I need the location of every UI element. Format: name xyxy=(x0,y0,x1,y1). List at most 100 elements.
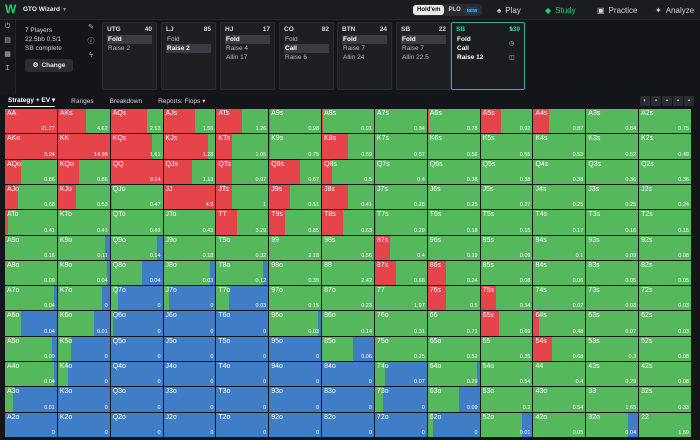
action-option[interactable]: Raise 12 xyxy=(457,54,484,61)
action-option[interactable]: Allin 22.5 xyxy=(402,54,429,61)
hand-cell[interactable]: 54s 0.68 xyxy=(533,336,587,363)
hand-cell[interactable]: A7s 0.84 xyxy=(374,109,428,135)
hand-cell[interactable]: A8s 0.91 xyxy=(322,109,375,135)
hand-cell[interactable]: 52s 0.08 xyxy=(639,336,692,363)
list-view-icon[interactable]: ▪ xyxy=(662,96,672,106)
plo-toggle[interactable]: PLO xyxy=(448,7,461,13)
hand-cell[interactable]: 75s 0.34 xyxy=(480,286,534,312)
hand-cell[interactable]: 99 2.18 xyxy=(269,235,323,261)
bolt-icon[interactable]: ϟ xyxy=(89,52,93,59)
hand-cell[interactable]: J5o 0 xyxy=(163,336,217,363)
hand-cell[interactable]: A3s 0.84 xyxy=(586,109,640,135)
action-option[interactable]: Fold xyxy=(225,35,270,44)
hand-cell[interactable]: J3o 0 xyxy=(163,387,217,413)
hand-cell[interactable]: Q9o 0.14 xyxy=(110,235,164,261)
hand-cell[interactable]: T6o 0 xyxy=(216,311,270,337)
hand-cell[interactable]: 42o 0.05 xyxy=(533,412,587,438)
action-option[interactable]: Fold xyxy=(401,35,446,44)
hand-cell[interactable]: Q8o 0.04 xyxy=(110,260,164,287)
hand-cell[interactable]: J9o 0.18 xyxy=(163,235,217,261)
hand-cell[interactable]: T9s 0.85 xyxy=(269,210,323,236)
gto-wizard-logo-icon[interactable]: W xyxy=(5,2,17,16)
hand-cell[interactable]: 74s 0.07 xyxy=(533,286,587,312)
game-type-switch[interactable]: Hold'em PLO NEW xyxy=(413,4,483,16)
hand-cell[interactable]: T3o 0 xyxy=(216,387,270,413)
hand-cell[interactable]: J4o 0 xyxy=(163,362,217,388)
hand-cell[interactable]: QJo 0.47 xyxy=(110,184,164,211)
hand-cell[interactable]: 63s 0.07 xyxy=(586,311,640,337)
hand-cell[interactable]: 44 0.4 xyxy=(533,362,587,388)
hand-cell[interactable]: 65s 0.69 xyxy=(480,311,534,337)
action-option[interactable]: Allin 24 xyxy=(343,54,365,61)
hand-cell[interactable]: QTo 0.43 xyxy=(110,210,164,236)
nav-study[interactable]: ◆ Study xyxy=(545,5,576,15)
hand-cell[interactable]: Q3s 0.36 xyxy=(586,159,640,185)
hand-cell[interactable]: 86s 0.24 xyxy=(427,260,481,287)
holdem-toggle[interactable]: Hold'em xyxy=(413,5,445,15)
hand-cell[interactable]: 75o 0.25 xyxy=(374,336,428,363)
hand-cell[interactable]: Q4s 0.38 xyxy=(533,159,587,185)
table-icon[interactable]: ▦ xyxy=(4,51,11,58)
chevron-down-icon[interactable]: ▾ xyxy=(63,7,67,13)
hand-cell[interactable]: 32o 0.04 xyxy=(586,412,640,438)
hand-cell[interactable]: 63o 0.09 xyxy=(427,387,481,413)
hand-cell[interactable]: K8o 0.04 xyxy=(57,260,111,287)
hand-cell[interactable]: 53s 0.3 xyxy=(586,336,640,363)
hand-cell[interactable]: K6s 0.56 xyxy=(427,134,481,160)
hand-cell[interactable]: 52o 0.01 xyxy=(480,412,534,438)
hand-cell[interactable]: J6s 0.25 xyxy=(427,184,481,211)
hand-cell[interactable]: T7o 0.03 xyxy=(216,286,270,312)
hand-cell[interactable]: 33 1.65 xyxy=(586,387,640,413)
hand-cell[interactable]: 85s 0.08 xyxy=(480,260,534,287)
hand-cell[interactable]: QJs 1.13 xyxy=(163,159,217,185)
hand-cell[interactable]: A5o 0.09 xyxy=(5,336,58,363)
hand-cell[interactable]: 85o 0.06 xyxy=(322,336,375,363)
hand-cell[interactable]: 82o 0 xyxy=(322,412,375,438)
hand-cell[interactable]: K2o 0 xyxy=(57,412,111,438)
hand-cell[interactable]: 98o 0.35 xyxy=(269,260,323,287)
palette-icon[interactable]: ◐ xyxy=(640,96,650,106)
hand-cell[interactable]: J4s 0.25 xyxy=(533,184,587,211)
power-icon[interactable]: ⏻ xyxy=(4,23,11,30)
hand-cell[interactable]: 87s 0.66 xyxy=(374,260,428,287)
hand-cell[interactable]: 94o 0 xyxy=(269,362,323,388)
hand-cell[interactable]: 84o 0 xyxy=(322,362,375,388)
action-option[interactable]: Fold xyxy=(107,35,152,44)
hand-cell[interactable]: 96s 0.19 xyxy=(427,235,481,261)
hand-cell[interactable]: A4o 0.04 xyxy=(5,362,58,388)
hand-cell[interactable]: T9o 0.32 xyxy=(216,235,270,261)
hand-cell[interactable]: AJo 0.68 xyxy=(5,184,58,211)
hand-cell[interactable]: 73o 0 xyxy=(374,387,428,413)
hand-cell[interactable]: 73s 0.03 xyxy=(586,286,640,312)
hand-cell[interactable]: 83o 0 xyxy=(322,387,375,413)
position-panel-hj-2[interactable]: HJ 17 Fold Raise 4 Allin 17 xyxy=(220,22,275,90)
hand-cell[interactable]: 72s 0.03 xyxy=(639,286,692,312)
position-panel-lj-1[interactable]: LJ 85 Fold Raise 2 xyxy=(161,22,216,90)
hand-cell[interactable]: 65o 0.52 xyxy=(427,336,481,363)
hand-cell[interactable]: A3o 0.01 xyxy=(5,387,58,413)
tab-strategy-ev[interactable]: Strategy + EV ▾ xyxy=(0,96,63,107)
tab-reports-flops[interactable]: Reports: Flops ▾ xyxy=(158,98,206,105)
hand-cell[interactable]: J2o 0 xyxy=(163,412,217,438)
position-panel-co-3[interactable]: CO 82 Fold Call Raise 6 xyxy=(279,22,334,90)
hand-cell[interactable]: 88 2.42 xyxy=(322,260,375,287)
hand-cell[interactable]: A4s 0.87 xyxy=(533,109,587,135)
hand-cell[interactable]: A2o 0 xyxy=(5,412,58,438)
hand-cell[interactable]: 97s 0.4 xyxy=(374,235,428,261)
grid-view-icon[interactable]: ▪ xyxy=(651,96,661,106)
hand-cell[interactable]: J8s 0.41 xyxy=(322,184,375,211)
hand-cell[interactable]: 84s 0.06 xyxy=(533,260,587,287)
hand-cell[interactable]: K4s 0.53 xyxy=(533,134,587,160)
hand-cell[interactable]: T3s 0.16 xyxy=(586,210,640,236)
hand-cell[interactable]: Q5s 0.38 xyxy=(480,159,534,185)
hand-cell[interactable]: 22 1.59 xyxy=(639,412,692,438)
action-option[interactable]: Fold xyxy=(457,36,471,43)
expand-view-icon[interactable]: ▪ xyxy=(684,96,694,106)
hand-cell[interactable]: T2s 0.15 xyxy=(639,210,692,236)
position-panel-sb-5[interactable]: SB 22 Fold Raise 7 Allin 22.5 xyxy=(396,22,451,90)
hand-cell[interactable]: J3s 0.25 xyxy=(586,184,640,211)
hand-cell[interactable]: AKo 3.24 xyxy=(5,134,58,160)
hand-cell[interactable]: T8s 0.63 xyxy=(322,210,375,236)
hand-cell[interactable]: 86o 0.14 xyxy=(322,311,375,337)
hand-cell[interactable]: K9o 0.11 xyxy=(57,235,111,261)
